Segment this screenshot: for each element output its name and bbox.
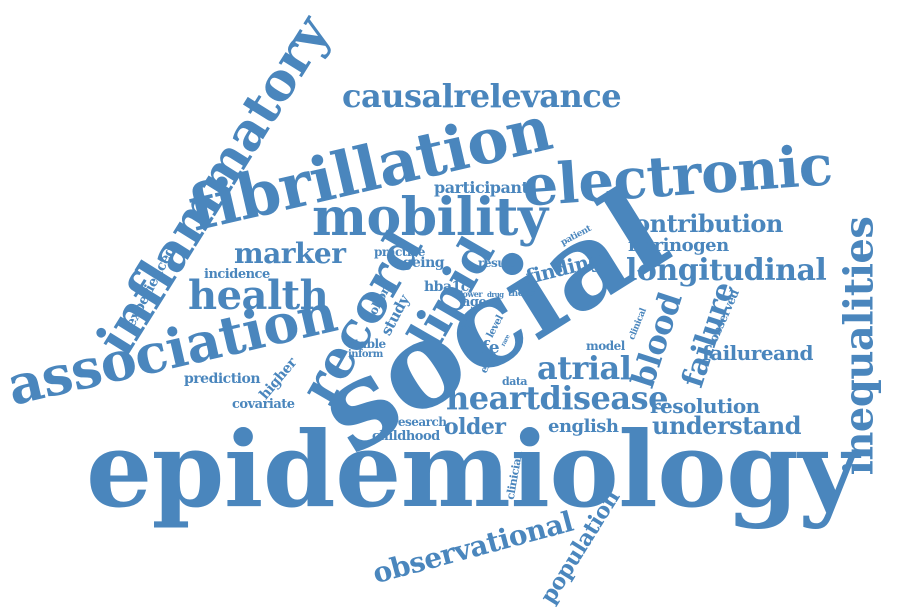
word-covariate: covariate <box>232 397 295 412</box>
word-thesis: thesis <box>508 289 535 299</box>
word-stable: stable <box>348 337 386 351</box>
word-result: result <box>478 256 515 270</box>
word-electronic: electronic <box>520 132 835 220</box>
word-lower: lower <box>460 289 483 299</box>
word-age: age <box>462 295 487 310</box>
word-inequalities: inequalities <box>835 216 883 476</box>
word-incidence: incidence <box>204 267 270 282</box>
word-participant: participant <box>434 178 529 197</box>
word-marker: marker <box>234 237 346 270</box>
word-failureand: failureand <box>702 341 814 365</box>
word-childhood: childhood <box>372 429 440 444</box>
word-data: data <box>502 375 528 388</box>
word-english: english <box>548 416 619 437</box>
word-practice: practice <box>374 245 425 259</box>
word-causalrelevance: causalrelevance <box>342 77 622 115</box>
word-mobility: mobility <box>312 187 548 248</box>
word-epidemiology: epidemiology <box>86 408 859 531</box>
word-fibrinogen: fibrinogen <box>628 235 729 256</box>
word-resolution: resolution <box>650 394 760 418</box>
word-research: research <box>392 415 447 429</box>
word-older: older <box>444 414 506 440</box>
word-prediction: prediction <box>184 371 261 387</box>
word-hba1c: hba1c <box>424 279 469 295</box>
word-heartdisease: heartdisease <box>446 379 669 417</box>
word-model: model <box>586 339 625 353</box>
word-contribution: contribution <box>620 209 783 238</box>
word-inform: inform <box>348 349 383 360</box>
word-life: life <box>470 338 500 358</box>
word-atrial: atrial <box>537 349 632 387</box>
word-drug: drug <box>487 290 504 299</box>
word-health: health <box>188 272 329 319</box>
word-risk: risk <box>462 324 473 331</box>
word-understand: understand <box>652 411 801 440</box>
word-ageing: ageing <box>394 255 445 271</box>
word-longitudinal: longitudinal <box>626 253 827 288</box>
